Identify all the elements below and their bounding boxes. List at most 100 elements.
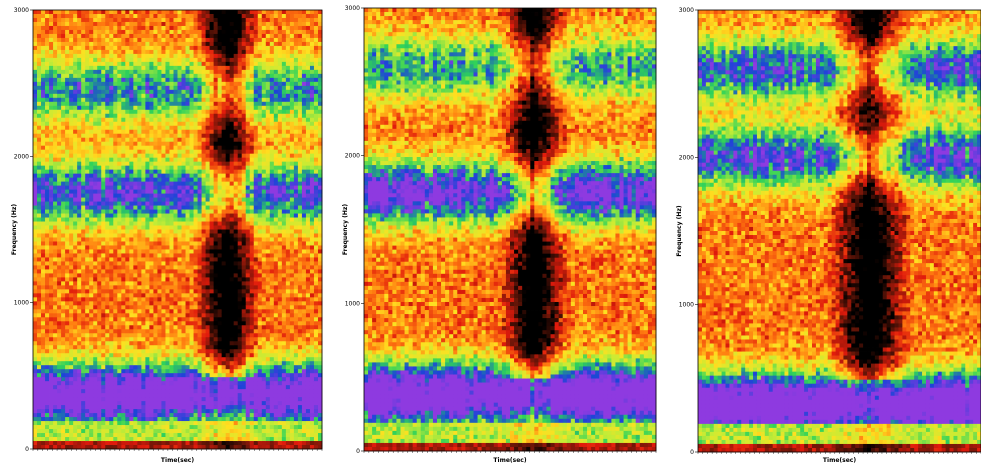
heatmap-cell [85, 229, 90, 234]
heatmap-cell [105, 297, 110, 302]
heatmap-cell [61, 237, 66, 242]
heatmap-cell [145, 377, 150, 382]
heatmap-cell [133, 101, 138, 107]
heatmap-cell [165, 81, 170, 87]
heatmap-cell [149, 53, 154, 59]
heatmap-cell [145, 237, 150, 242]
heatmap-cell [109, 245, 114, 250]
heatmap-cell [109, 141, 114, 147]
heatmap-cell [121, 133, 126, 139]
heatmap-cell [109, 189, 114, 194]
heatmap-cell [37, 445, 42, 450]
heatmap-cell [153, 213, 158, 218]
heatmap-cell [197, 381, 202, 386]
heatmap-cell [69, 133, 74, 139]
heatmap-cell [93, 17, 98, 23]
heatmap-cell [157, 137, 162, 143]
heatmap-cell [85, 349, 90, 354]
heatmap-cell [53, 261, 58, 266]
heatmap-cell [201, 413, 206, 418]
heatmap-cell [157, 417, 162, 422]
heatmap-cell [209, 257, 215, 262]
heatmap-cell [157, 337, 162, 342]
heatmap-cell [97, 361, 102, 366]
heatmap-cell [101, 25, 106, 31]
heatmap-cell [173, 321, 178, 326]
heatmap-cell [205, 193, 211, 198]
heatmap-cell [193, 177, 198, 183]
heatmap-cell [49, 429, 54, 434]
heatmap-cell [145, 405, 150, 410]
heatmap-cell [73, 181, 78, 186]
heatmap-cell [117, 65, 122, 71]
heatmap-cell [205, 141, 211, 147]
heatmap-cell [33, 57, 38, 63]
heatmap-cell [145, 233, 150, 238]
heatmap-cell [49, 297, 54, 302]
heatmap-cell [133, 265, 138, 270]
heatmap-cell [65, 289, 70, 294]
heatmap-cell [73, 345, 78, 350]
heatmap-cell [121, 381, 126, 386]
heatmap-cell [33, 405, 38, 410]
heatmap-cell [213, 13, 219, 19]
heatmap-cell [201, 257, 206, 262]
heatmap-cell [109, 53, 114, 59]
heatmap-cell [169, 361, 174, 366]
heatmap-cell [169, 141, 174, 147]
heatmap-cell [149, 109, 154, 115]
heatmap-cell [41, 177, 46, 183]
heatmap-cell [141, 445, 146, 450]
heatmap-cell [41, 421, 46, 426]
heatmap-cell [177, 353, 182, 358]
heatmap-cell [129, 317, 134, 322]
heatmap-cell [149, 313, 154, 318]
heatmap-cell [65, 201, 70, 206]
heatmap-cell [73, 297, 78, 302]
heatmap-cell [145, 85, 150, 91]
heatmap-cell [181, 405, 186, 410]
heatmap-cell [177, 393, 182, 398]
heatmap-cell [177, 309, 182, 314]
heatmap-cell [181, 117, 186, 123]
heatmap-cell [165, 217, 170, 222]
heatmap-cell [57, 297, 62, 302]
heatmap-cell [157, 101, 162, 107]
heatmap-cell [145, 257, 150, 262]
heatmap-cell [185, 281, 190, 286]
heatmap-cell [73, 373, 78, 378]
heatmap-cell [57, 177, 62, 183]
heatmap-cell [137, 81, 142, 87]
heatmap-cell [97, 29, 102, 35]
heatmap-cell [137, 49, 142, 55]
heatmap-cell [177, 429, 182, 434]
heatmap-cell [141, 277, 146, 282]
heatmap-cell [149, 61, 154, 67]
heatmap-cell [41, 301, 46, 306]
heatmap-cell [169, 317, 174, 322]
heatmap-cell [33, 285, 38, 290]
heatmap-cell [33, 157, 38, 163]
heatmap-cell [205, 129, 211, 135]
heatmap-cell [205, 261, 211, 266]
heatmap-cell [201, 57, 206, 63]
heatmap-cell [81, 329, 86, 334]
heatmap-cell [129, 405, 134, 410]
heatmap-cell [185, 165, 190, 171]
heatmap-cell [157, 41, 162, 47]
heatmap-cell [137, 145, 142, 151]
heatmap-cell [149, 257, 154, 262]
heatmap-cell [53, 197, 58, 202]
heatmap-cell [145, 421, 150, 426]
heatmap-cell [133, 77, 138, 83]
heatmap-cell [185, 49, 190, 55]
heatmap-cell [173, 441, 178, 446]
heatmap-cell [93, 25, 98, 31]
heatmap-cell [185, 397, 190, 402]
heatmap-cell [117, 261, 122, 266]
heatmap-cell [117, 29, 122, 35]
heatmap-cell [153, 413, 158, 418]
heatmap-cell [181, 397, 186, 402]
heatmap-cell [173, 221, 178, 226]
heatmap-cell [197, 133, 202, 139]
